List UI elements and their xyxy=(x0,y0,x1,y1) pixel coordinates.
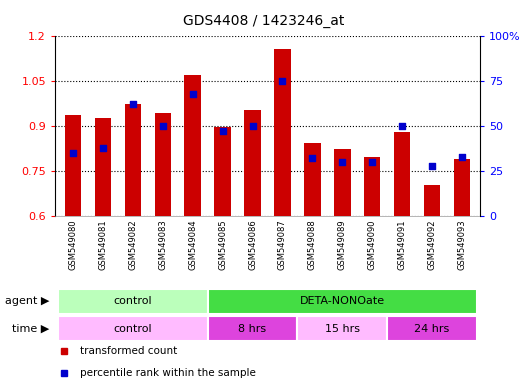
Point xyxy=(338,159,346,165)
Point xyxy=(308,155,317,161)
Bar xyxy=(125,104,141,216)
Point xyxy=(219,128,227,134)
Text: GSM549091: GSM549091 xyxy=(398,220,407,270)
Text: GSM549085: GSM549085 xyxy=(218,220,227,270)
Bar xyxy=(244,109,261,216)
Bar xyxy=(454,159,470,216)
Text: GSM549086: GSM549086 xyxy=(248,220,257,270)
Point xyxy=(69,150,77,156)
Text: control: control xyxy=(114,323,152,333)
Text: GSM549081: GSM549081 xyxy=(98,220,107,270)
Bar xyxy=(297,316,387,341)
Text: GSM549088: GSM549088 xyxy=(308,220,317,270)
Text: GSM549092: GSM549092 xyxy=(428,220,437,270)
Bar xyxy=(334,149,351,216)
Text: DETA-NONOate: DETA-NONOate xyxy=(300,296,385,306)
Bar xyxy=(184,75,201,216)
Bar xyxy=(155,113,171,216)
Point xyxy=(248,123,257,129)
Text: GSM549090: GSM549090 xyxy=(368,220,377,270)
Bar xyxy=(208,290,477,314)
Point xyxy=(99,144,107,151)
Text: agent ▶: agent ▶ xyxy=(5,296,50,306)
Point xyxy=(428,162,436,169)
Bar xyxy=(95,119,111,216)
Text: GSM549087: GSM549087 xyxy=(278,220,287,270)
Point xyxy=(188,91,197,97)
Bar xyxy=(364,157,381,216)
Text: GSM549089: GSM549089 xyxy=(338,220,347,270)
Text: GSM549080: GSM549080 xyxy=(69,220,78,270)
Bar xyxy=(208,316,297,341)
Text: 8 hrs: 8 hrs xyxy=(239,323,267,333)
Point xyxy=(368,159,376,165)
Text: 24 hrs: 24 hrs xyxy=(414,323,450,333)
Bar xyxy=(274,50,291,216)
Point xyxy=(458,154,466,160)
Bar xyxy=(65,116,81,216)
Bar xyxy=(424,184,440,216)
Point xyxy=(278,78,287,84)
Point xyxy=(398,123,407,129)
Bar xyxy=(58,290,208,314)
Bar xyxy=(394,132,410,216)
Text: time ▶: time ▶ xyxy=(13,323,50,333)
Text: GSM549093: GSM549093 xyxy=(458,220,467,270)
Text: GSM549082: GSM549082 xyxy=(128,220,137,270)
Bar xyxy=(58,316,208,341)
Text: transformed count: transformed count xyxy=(80,346,178,356)
Bar xyxy=(304,142,320,216)
Point xyxy=(129,101,137,108)
Bar xyxy=(387,316,477,341)
Point xyxy=(158,123,167,129)
Text: GSM549084: GSM549084 xyxy=(188,220,197,270)
Text: 15 hrs: 15 hrs xyxy=(325,323,360,333)
Text: GSM549083: GSM549083 xyxy=(158,220,167,270)
Bar xyxy=(214,127,231,216)
Text: percentile rank within the sample: percentile rank within the sample xyxy=(80,368,257,378)
Text: control: control xyxy=(114,296,152,306)
Text: GDS4408 / 1423246_at: GDS4408 / 1423246_at xyxy=(183,14,345,28)
